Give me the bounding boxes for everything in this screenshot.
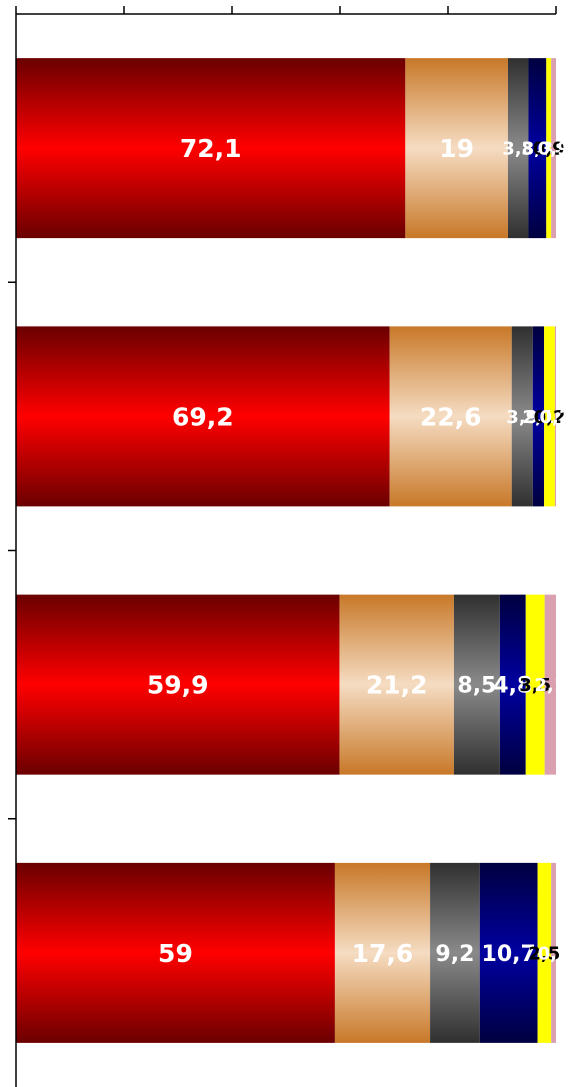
data-label-row2-series6: 0,2 <box>540 407 570 428</box>
data-label-row1-series6: 0,9 <box>538 139 570 160</box>
data-label-row3-series4: 4,8 <box>493 674 532 699</box>
data-label-row4-series1: 59 <box>158 939 193 968</box>
data-label-row4-series5: 2,5 <box>528 943 560 964</box>
data-label-row3-series6: 2,1 <box>534 675 566 696</box>
data-label-row1-series3: 3,8 <box>502 139 534 160</box>
bar-segment-row4-series4 <box>479 862 538 1043</box>
data-label-row1-series4: 3,3 <box>521 139 553 160</box>
axes-layer <box>8 6 557 1087</box>
bar-layer <box>16 58 556 1043</box>
bar-segment-row1-series5 <box>546 58 552 239</box>
data-label-row3-series1: 59,9 <box>147 671 209 700</box>
bar-segment-row4-series1 <box>16 862 335 1043</box>
data-label-row3-series3: 8,5 <box>457 674 496 699</box>
bar-segment-row3-series4 <box>499 594 526 775</box>
bar-segment-row2-series2 <box>389 326 512 507</box>
bar-segment-row1-series2 <box>405 58 508 239</box>
bar-segment-row3-series5 <box>525 594 545 775</box>
data-label-row4-series2: 17,6 <box>352 939 414 968</box>
bar-segment-row3-series6 <box>544 594 556 775</box>
bar-segment-row2-series1 <box>16 326 390 507</box>
bar-segment-row3-series3 <box>453 594 500 775</box>
data-label-row1-series1: 72,1 <box>180 134 242 163</box>
data-label-row2-series5: 0,2 <box>534 407 566 428</box>
bar-segment-row1-series6 <box>551 58 556 239</box>
data-label-row4-series6: 0,9 <box>538 943 570 964</box>
data-label-row1-series2: 19 <box>439 134 474 163</box>
bar-segment-row1-series3 <box>507 58 529 239</box>
data-label-row1-series5: 0,9 <box>533 139 565 160</box>
data-label-row2-series2: 22,6 <box>420 402 482 431</box>
bar-segment-row3-series2 <box>339 594 454 775</box>
bar-segment-row4-series2 <box>334 862 431 1043</box>
data-label-row3-series5: 3,5 <box>519 675 551 696</box>
data-label-row2-series4: 2,1 <box>523 407 555 428</box>
bar-segment-row1-series1 <box>16 58 406 239</box>
data-label-layer: 72,1 19 3,83,30,90,969,2 22,6 3,92,10,20,259… <box>147 134 570 968</box>
bar-segment-row3-series1 <box>16 594 340 775</box>
data-label-row2-series1: 69,2 <box>172 402 234 431</box>
bar-segment-row2-series6 <box>554 326 556 507</box>
data-label-row4-series4: 10,7 <box>482 942 536 967</box>
bar-segment-row2-series5 <box>544 326 555 507</box>
bar-segment-row4-series3 <box>430 862 480 1043</box>
bar-segment-row4-series5 <box>537 862 552 1043</box>
bar-segment-row2-series4 <box>532 326 545 507</box>
bar-segment-row4-series6 <box>551 862 556 1043</box>
data-label-row2-series3: 3,9 <box>506 407 538 428</box>
bar-segment-row1-series4 <box>528 58 547 239</box>
bar-segment-row2-series3 <box>511 326 533 507</box>
data-label-row4-series3: 9,2 <box>435 942 474 967</box>
data-label-row3-series2: 21,2 <box>366 671 428 700</box>
